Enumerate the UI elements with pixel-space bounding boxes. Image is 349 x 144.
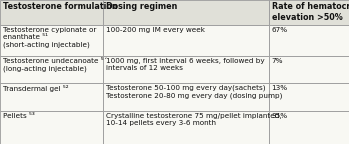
Bar: [269, 111, 349, 144]
Text: 67%: 67%: [272, 27, 288, 33]
Text: Testosterone undecanoate ⁵´
(long-acting injectable): Testosterone undecanoate ⁵´ (long-acting…: [3, 58, 107, 72]
Text: Rate of hematocrit
elevation >50%: Rate of hematocrit elevation >50%: [272, 2, 349, 22]
Bar: [0, 0, 103, 25]
Bar: [269, 0, 349, 25]
Bar: [103, 56, 269, 83]
Text: 7%: 7%: [272, 58, 283, 64]
Text: Transdermal gel ⁵²: Transdermal gel ⁵²: [3, 85, 68, 92]
Bar: [269, 25, 349, 56]
Bar: [0, 83, 103, 111]
Text: Crystalline testosterone 75 mg/pellet implanted,
10-14 pellets every 3-6 month: Crystalline testosterone 75 mg/pellet im…: [106, 113, 281, 126]
Bar: [0, 56, 103, 83]
Text: 35%: 35%: [272, 113, 288, 119]
Text: Testosterone 50-100 mg every day(sachets)
Testosterone 20-80 mg every day (dosin: Testosterone 50-100 mg every day(sachets…: [106, 85, 282, 99]
Text: Pellets ⁵³: Pellets ⁵³: [3, 113, 35, 119]
Text: Testosterone formulation: Testosterone formulation: [3, 2, 117, 11]
Text: Testosterone cypionate or
enanthate ⁵¹
(short-acting injectable): Testosterone cypionate or enanthate ⁵¹ (…: [3, 27, 96, 48]
Text: 13%: 13%: [272, 85, 288, 91]
Bar: [0, 25, 103, 56]
Text: 100-200 mg IM every week: 100-200 mg IM every week: [106, 27, 205, 33]
Bar: [103, 83, 269, 111]
Bar: [269, 56, 349, 83]
Bar: [103, 25, 269, 56]
Bar: [269, 83, 349, 111]
Text: 1000 mg, first interval 6 weeks, followed by
intervals of 12 weeks: 1000 mg, first interval 6 weeks, followe…: [106, 58, 265, 71]
Bar: [103, 111, 269, 144]
Bar: [0, 111, 103, 144]
Text: Dosing regimen: Dosing regimen: [106, 2, 177, 11]
Bar: [103, 0, 269, 25]
